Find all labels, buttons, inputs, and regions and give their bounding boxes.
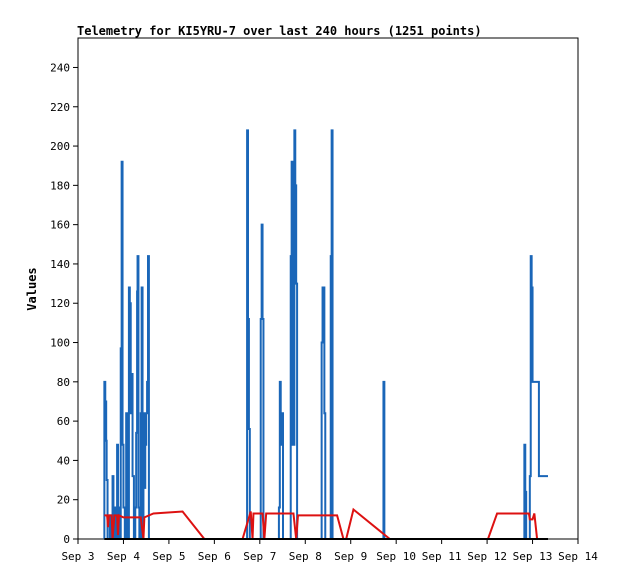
y-tick-label: 140 xyxy=(50,258,70,271)
y-axis-ticks: 0 20 40 60 80 100 120 140 160 180 200 220 240 xyxy=(50,61,78,546)
x-tick-label: Sep 10 xyxy=(376,550,416,563)
y-tick-label: 180 xyxy=(50,179,70,192)
x-tick-label: Sep 8 xyxy=(289,550,322,563)
y-tick-label: 220 xyxy=(50,101,70,114)
x-tick-label: Sep 4 xyxy=(107,550,140,563)
x-axis-ticks: Sep 3 Sep 4 Sep 5 Sep 6 Sep 7 Sep 8 Sep 9 Sep 1… xyxy=(61,539,598,563)
y-tick-label: 100 xyxy=(50,337,70,350)
y-tick-label: 60 xyxy=(57,415,70,428)
x-tick-label: Sep 9 xyxy=(334,550,367,563)
x-tick-label: Sep 5 xyxy=(152,550,185,563)
x-tick-label: Sep 14 xyxy=(558,550,598,563)
y-tick-label: 120 xyxy=(50,297,70,310)
y-tick-label: 40 xyxy=(57,454,70,467)
y-tick-label: 200 xyxy=(50,140,70,153)
x-tick-label: Sep 3 xyxy=(61,550,94,563)
x-tick-label: Sep 7 xyxy=(243,550,276,563)
y-tick-label: 80 xyxy=(57,376,70,389)
x-tick-label: Sep 13 xyxy=(513,550,553,563)
y-axis-label: Values xyxy=(25,267,39,310)
y-tick-label: 240 xyxy=(50,61,70,74)
series-layer xyxy=(103,129,548,540)
chart-title: Telemetry for KI5YRU-7 over last 240 hou… xyxy=(77,24,482,38)
y-tick-label: 160 xyxy=(50,219,70,232)
y-tick-label: 20 xyxy=(57,494,70,507)
x-tick-label: Sep 12 xyxy=(467,550,507,563)
x-tick-label: Sep 6 xyxy=(198,550,231,563)
y-tick-label: 0 xyxy=(63,533,70,546)
x-tick-label: Sep 11 xyxy=(422,550,462,563)
